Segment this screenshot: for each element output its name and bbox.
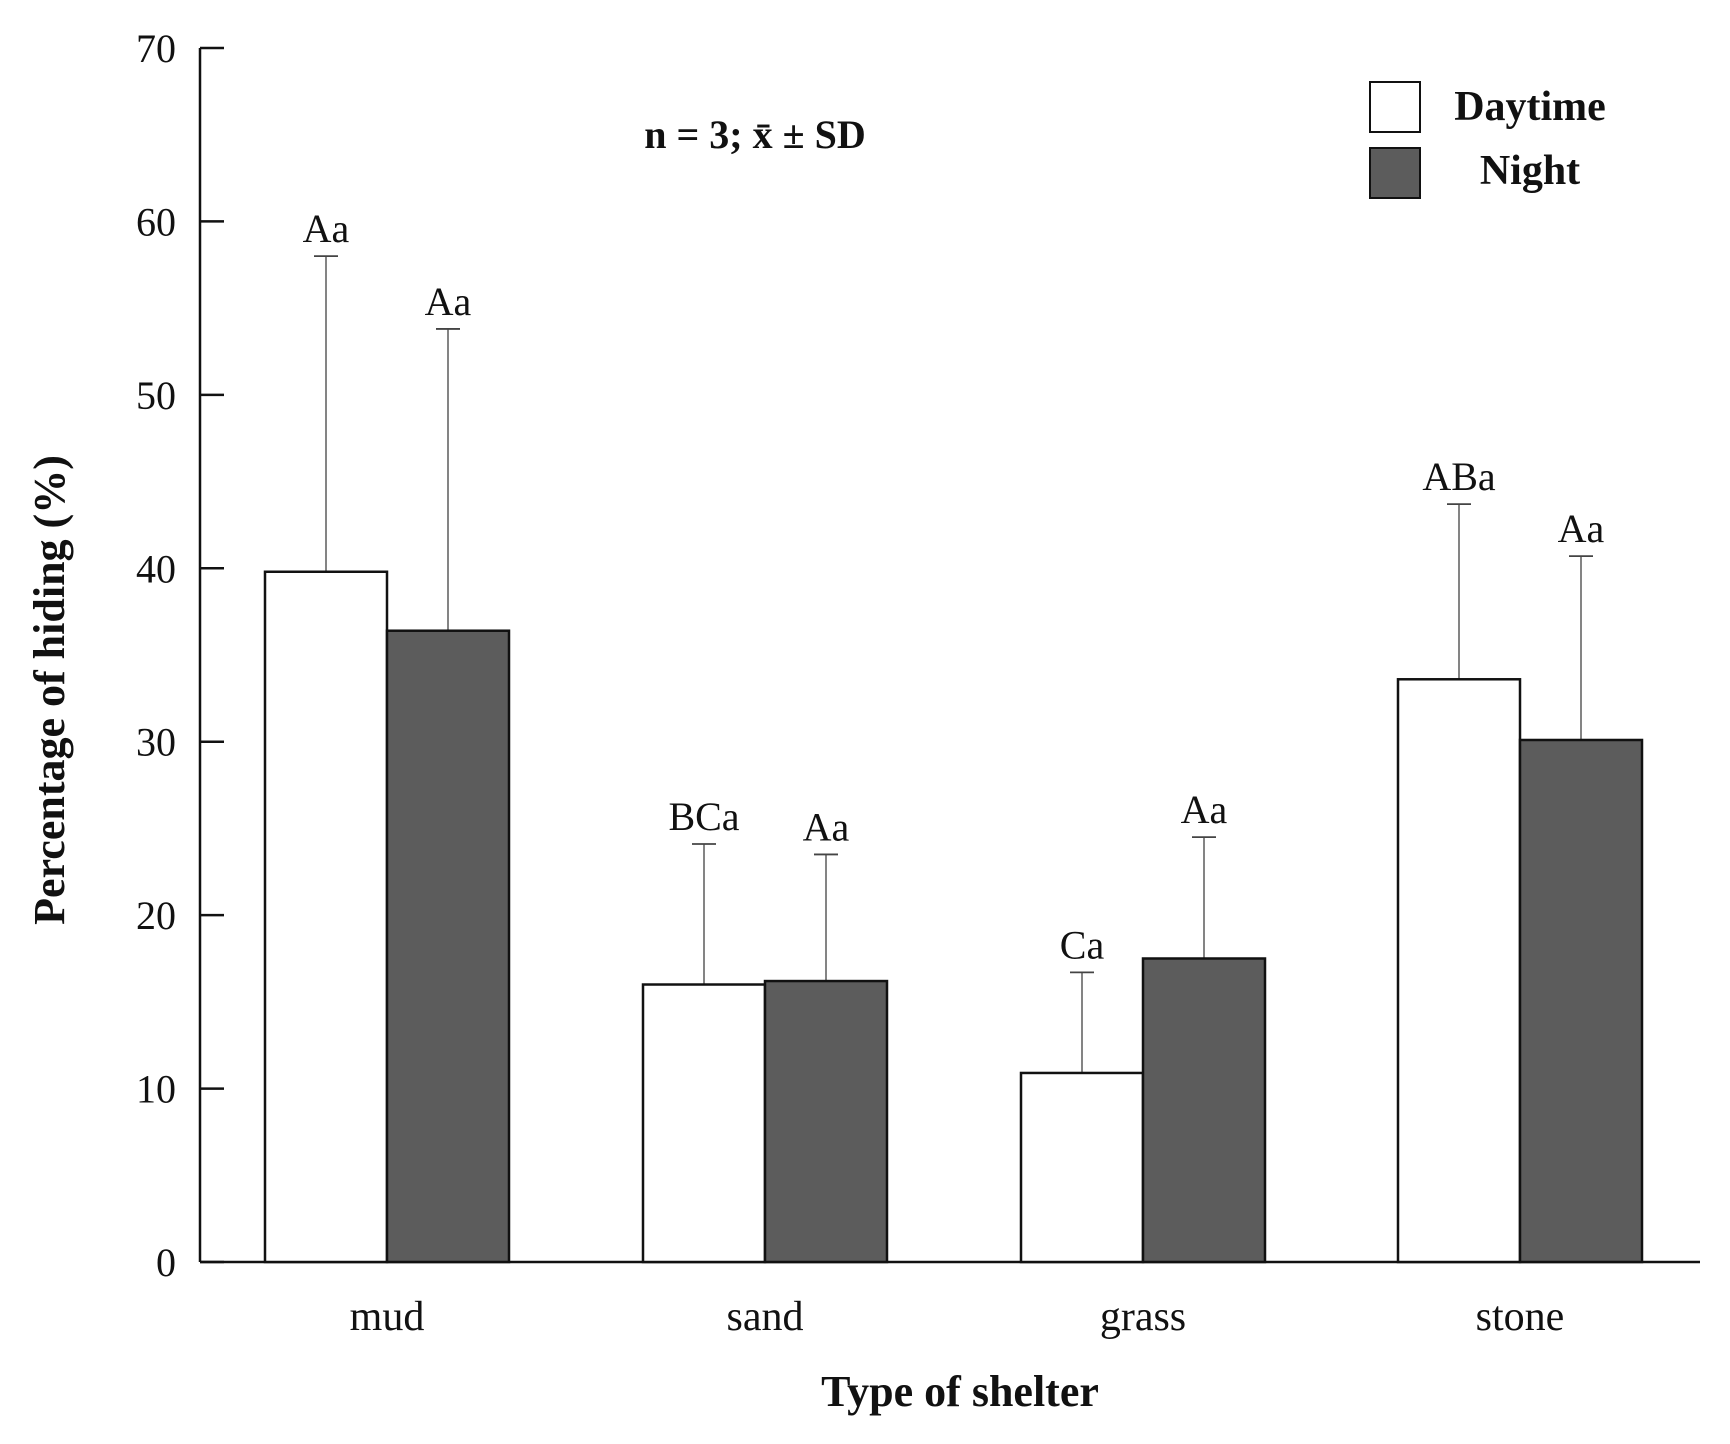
y-tick-label: 70 [136, 26, 176, 71]
sig-label-daytime-grass: Ca [1060, 922, 1105, 967]
bar-night-grass [1141, 957, 1267, 1264]
x-axis-title: Type of shelter [821, 1367, 1099, 1416]
y-tick-label: 60 [136, 199, 176, 244]
legend-swatch-night [1369, 147, 1421, 199]
legend-label-daytime: Daytime [1454, 84, 1606, 130]
y-tick-label: 50 [136, 373, 176, 418]
sig-label-night-mud: Aa [425, 279, 472, 324]
sig-label-daytime-mud: Aa [303, 206, 350, 251]
x-tick-label-grass: grass [1100, 1294, 1186, 1340]
x-tick-label-mud: mud [350, 1294, 425, 1340]
sig-label-night-grass: Aa [1181, 787, 1228, 832]
bar-daytime-grass [1019, 1071, 1145, 1264]
y-tick-label: 20 [136, 893, 176, 938]
bar-daytime-mud [263, 570, 389, 1264]
legend: Daytime Night [1369, 81, 1606, 199]
legend-swatch-daytime [1369, 81, 1421, 133]
bar-daytime-stone [1396, 678, 1522, 1264]
y-tick-label: 30 [136, 720, 176, 765]
y-tick-label: 10 [136, 1067, 176, 1112]
chart-annotation: n = 3; x̄ ± SD [644, 112, 865, 157]
bar-daytime-sand [641, 983, 767, 1264]
legend-label-night: Night [1480, 148, 1580, 194]
bar-night-mud [385, 629, 511, 1264]
sig-label-daytime-stone: ABa [1422, 454, 1496, 499]
sig-label-night-sand: Aa [803, 804, 850, 849]
x-tick-label-stone: stone [1476, 1294, 1565, 1340]
bar-night-stone [1518, 738, 1644, 1264]
y-tick-label: 0 [156, 1240, 176, 1285]
sig-label-night-stone: Aa [1558, 506, 1605, 551]
y-tick-label: 40 [136, 546, 176, 591]
x-tick-label-sand: sand [727, 1294, 804, 1340]
y-axis-title: Percentage of hiding (%) [25, 455, 74, 925]
sig-label-daytime-sand: BCa [668, 794, 739, 839]
bar-night-sand [763, 979, 889, 1264]
